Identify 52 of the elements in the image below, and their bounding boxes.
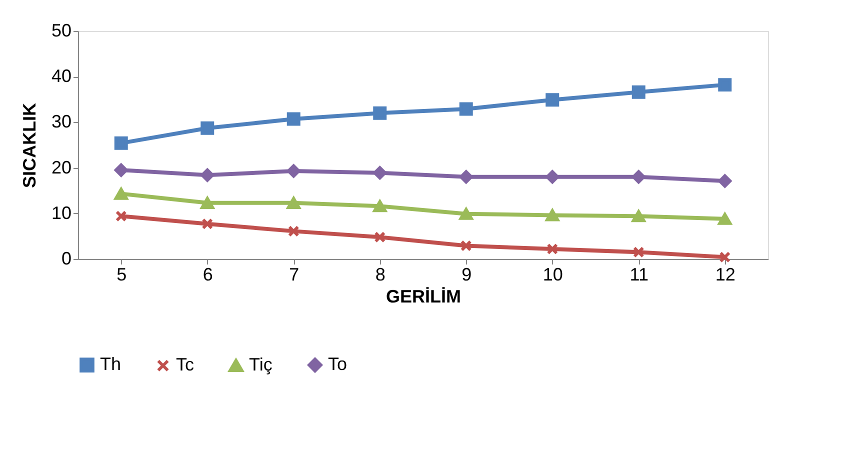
x-tick-label: 6 [202,264,213,284]
x-tick-label: 5 [116,264,127,284]
point [718,212,732,225]
point [546,209,560,222]
point [202,218,214,230]
point [632,246,644,258]
point [373,166,387,180]
point [632,85,646,99]
x-tick-label: 7 [289,264,300,284]
point [546,170,560,184]
point [200,121,214,135]
y-tick-label: 20 [51,157,72,178]
point [200,168,214,182]
point [459,208,473,220]
y-tick-label: 40 [51,66,72,86]
y-tick-label: 30 [51,112,72,132]
x-tick-label: 11 [630,264,648,284]
point [718,78,732,92]
point [200,196,214,209]
point [114,136,128,150]
x-tick-label: 9 [462,264,472,284]
point [719,251,731,263]
point [373,106,387,120]
x-tick-label: 12 [715,264,736,284]
point [632,170,646,184]
point [632,210,646,222]
x-axis-title: GERİLİM [386,286,461,306]
point [114,188,128,200]
point [718,174,732,188]
legend-label: To [328,354,348,374]
x-tick-label: 8 [375,264,386,284]
point [374,231,386,243]
point [115,210,127,222]
point [546,243,558,255]
y-tick-label: 50 [51,20,72,40]
x-tick-label: 10 [542,264,563,284]
point [286,164,300,178]
y-tick-label: 0 [61,248,72,268]
y-axis-title: SICAKLIK [19,103,40,188]
point [373,200,387,212]
point [286,112,300,126]
point [288,225,300,237]
point [460,240,472,252]
y-tick-label: 10 [51,202,72,223]
legend-label: Th [100,354,122,374]
point [114,163,128,177]
legend-label: Tc [176,354,194,375]
point [459,170,473,184]
point [546,93,560,107]
point [286,196,300,209]
point [459,102,473,116]
legend-label: Tiç [249,354,272,374]
